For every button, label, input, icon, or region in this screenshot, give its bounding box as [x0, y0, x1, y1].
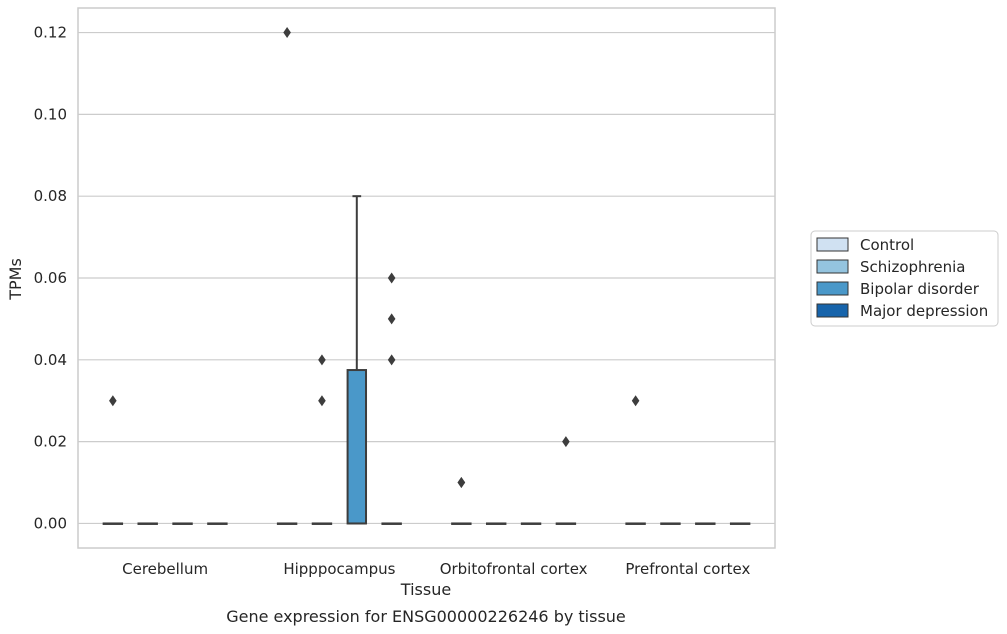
box-schizophrenia [137, 522, 158, 525]
y-tick-label: 0.08 [34, 187, 67, 205]
outlier-point [387, 354, 396, 366]
legend-label: Major depression [860, 302, 988, 320]
outlier-point [318, 354, 326, 366]
outlier-point [109, 395, 117, 407]
legend-frame [810, 230, 999, 327]
box-bipolar-disorder [346, 195, 368, 525]
figure-caption: Gene expression for ENSG00000226246 by t… [226, 607, 626, 626]
legend-swatch [816, 259, 849, 274]
outlier-point [387, 272, 396, 284]
box-body [346, 369, 368, 525]
outlier-point [631, 395, 640, 407]
box-major-depression [555, 436, 577, 525]
box-major-depression [381, 272, 402, 525]
outlier-point [562, 436, 570, 448]
box-control [102, 395, 124, 525]
x-tick-label: Prefrontal cortex [625, 560, 750, 578]
outlier-point [318, 395, 326, 407]
y-axis-label: TPMs [6, 258, 25, 301]
box-schizophrenia [485, 522, 507, 525]
outlier-point [283, 27, 291, 39]
box-bipolar-disorder [695, 522, 716, 525]
box-control [451, 477, 472, 525]
box-bipolar-disorder [520, 522, 542, 525]
x-tick-label: Orbitofrontal cortex [440, 560, 588, 578]
y-tick-label: 0.04 [34, 351, 67, 369]
grid-lines [78, 31, 775, 525]
box-bipolar-disorder [172, 522, 193, 525]
legend-label: Control [860, 236, 914, 254]
x-tick-label: Hipppocampus [283, 560, 395, 578]
legend: Control Schizophrenia Bipolar disorder Majo… [810, 230, 999, 327]
plot-area-frame [77, 7, 776, 549]
legend-label: Schizophrenia [860, 258, 965, 276]
legend-items: Control Schizophrenia Bipolar disorder Majo… [816, 236, 988, 320]
x-tick-labels: Cerebellum Hipppocampus Orbitofrontal cort… [122, 560, 750, 578]
x-tick-label: Cerebellum [122, 560, 208, 578]
y-tick-labels: 0.00 0.02 0.04 0.06 0.08 0.10 0.12 [34, 24, 67, 533]
y-tick-label: 0.06 [34, 269, 67, 287]
legend-swatch [816, 303, 849, 318]
box-control [276, 27, 298, 525]
legend-label: Bipolar disorder [860, 280, 980, 298]
x-axis-label: Tissue [400, 580, 451, 599]
box-control [625, 395, 646, 525]
y-tick-label: 0.12 [34, 24, 67, 42]
box-plot-marks [102, 27, 751, 525]
box-major-depression [207, 522, 228, 525]
outlier-point [457, 477, 466, 489]
box-schizophrenia [311, 354, 333, 525]
legend-swatch [816, 237, 849, 252]
box-major-depression [729, 522, 751, 525]
box-schizophrenia [660, 522, 681, 525]
legend-swatch [816, 281, 849, 296]
outlier-point [387, 313, 396, 325]
y-tick-label: 0.02 [34, 433, 67, 451]
y-tick-label: 0.10 [34, 105, 67, 123]
y-tick-label: 0.00 [34, 514, 67, 532]
